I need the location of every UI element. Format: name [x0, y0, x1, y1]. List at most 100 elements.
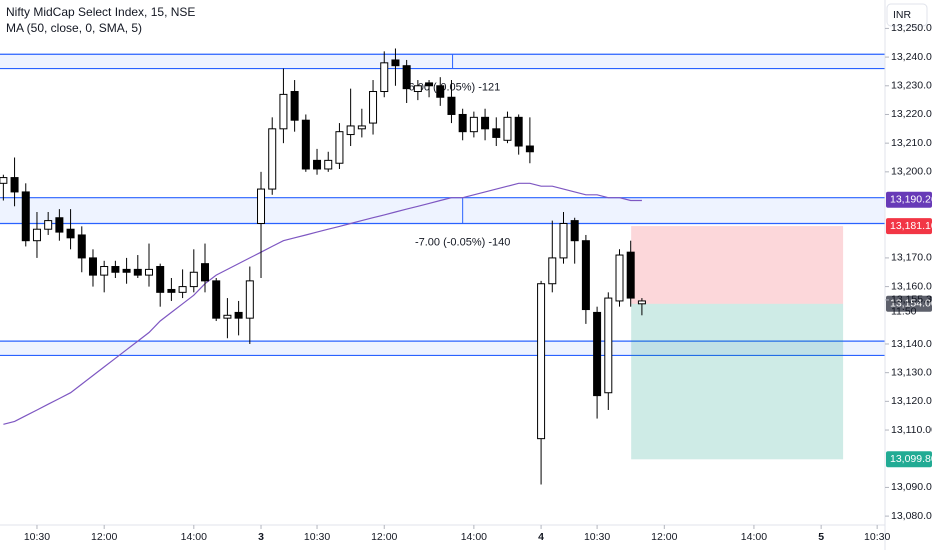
x-tick-label: 12:00 [651, 531, 677, 543]
zone-fill [0, 197, 885, 224]
price-badge-label: 13,190.26 [890, 194, 932, 206]
candle-body [369, 91, 378, 124]
candle-body [626, 251, 635, 299]
x-tick-label: 14:00 [461, 531, 487, 543]
y-tick-label: 13,200.00 [891, 166, 932, 178]
x-tick-label: 12:00 [371, 531, 397, 543]
candle-body [637, 300, 646, 305]
x-tick-label: 10:30 [584, 531, 610, 543]
candle-body [458, 113, 467, 133]
candle-body [492, 128, 501, 138]
candle-body [21, 191, 30, 242]
x-tick-label: 10:30 [304, 531, 330, 543]
candle-body [413, 85, 422, 93]
candle-body [156, 266, 165, 293]
candle-body [357, 125, 366, 130]
candle-body [570, 220, 579, 242]
candle-body [537, 283, 546, 440]
price-badge-label: 13,154.00 [890, 298, 932, 310]
y-tick-label: 13,120.00 [891, 395, 932, 407]
candle-body [201, 263, 210, 282]
currency-button[interactable] [886, 3, 928, 27]
candle-body [189, 271, 198, 288]
y-tick-label: 13,090.00 [891, 481, 932, 493]
x-tick-label: 5 [818, 531, 824, 543]
y-tick-label: 13,160.00 [891, 280, 932, 292]
x-tick-label: 4 [538, 531, 544, 543]
candle-body [380, 62, 389, 93]
x-tick-label: 3 [258, 531, 264, 543]
y-tick-label: 13,110.00 [891, 424, 932, 436]
candle-body [481, 116, 490, 130]
candle-body [391, 59, 400, 67]
candle-body [100, 266, 109, 276]
candle-body [268, 128, 277, 190]
candle-body [425, 82, 434, 87]
y-tick-label: 13,240.00 [891, 51, 932, 63]
candle-body [66, 228, 75, 239]
ma-line [3, 182, 642, 425]
candle-body [335, 131, 344, 164]
y-tick-label: 13,230.00 [891, 80, 932, 92]
candle-body [44, 220, 53, 230]
measure-label: -7.00 (-0.05%) -140 [415, 236, 510, 248]
candle-body [615, 254, 624, 302]
countdown-label: 11:50 [891, 306, 917, 318]
price-badge [886, 295, 932, 312]
measure-label-bg [414, 233, 511, 252]
candle-body [133, 268, 142, 276]
y-tick-label: 13,080.00 [891, 510, 932, 522]
x-tick-label: 12:00 [91, 531, 117, 543]
chart-title: Nifty MidCap Select Index, 15, NSE [6, 5, 195, 19]
candle-body [88, 257, 97, 276]
target-zone [631, 303, 844, 460]
candle-body [324, 159, 333, 170]
candle-body [279, 93, 288, 130]
candle-body [290, 91, 299, 121]
y-tick-label: 13,140.00 [891, 338, 932, 350]
last-price-label: 13,155.35 [891, 294, 932, 306]
price-badge [886, 191, 932, 208]
candle-body [178, 286, 187, 293]
candle-body [514, 116, 523, 147]
candle-body [559, 222, 568, 259]
candle-body [436, 85, 445, 98]
candle-body [77, 234, 86, 259]
stop-zone [631, 226, 844, 304]
candle-body [10, 177, 19, 193]
candle-body [32, 228, 41, 242]
candle-body [122, 268, 131, 273]
candle-body [525, 145, 534, 153]
candle-body [604, 297, 613, 394]
x-tick-label: 14:00 [741, 531, 767, 543]
y-tick-label: 13,250.00 [891, 22, 932, 34]
y-tick-label: 13,130.00 [891, 366, 932, 378]
x-tick-label: 14:00 [181, 531, 207, 543]
candle-body [581, 240, 590, 311]
candle-body [55, 217, 64, 233]
y-tick-label: 13,220.00 [891, 108, 932, 120]
plot-area: -6.00 (-0.05%) -121-7.00 (-0.05%) -140 [0, 48, 885, 485]
candle-body [313, 159, 322, 170]
candle-body [212, 280, 221, 319]
price-badge-label: 13,099.80 [890, 453, 932, 465]
candle-body [469, 116, 478, 133]
candle-body [0, 177, 8, 184]
candle-body [548, 257, 557, 285]
candle-body [167, 288, 176, 293]
price-badge [886, 451, 932, 468]
price-badge-label: 13,181.10 [890, 220, 932, 232]
candle-body [346, 125, 355, 136]
candle-body [402, 65, 411, 90]
zone-fill [0, 54, 885, 69]
candle-body [503, 116, 512, 141]
currency-label: INR [893, 9, 912, 21]
candle-body [223, 314, 232, 319]
candle-body [257, 188, 266, 224]
y-tick-label: 13,210.00 [891, 137, 932, 149]
candle-body [447, 96, 456, 115]
zone-fill [0, 341, 885, 356]
indicator-legend: MA (50, close, 0, SMA, 5) [6, 21, 142, 35]
price-badge [886, 218, 932, 235]
